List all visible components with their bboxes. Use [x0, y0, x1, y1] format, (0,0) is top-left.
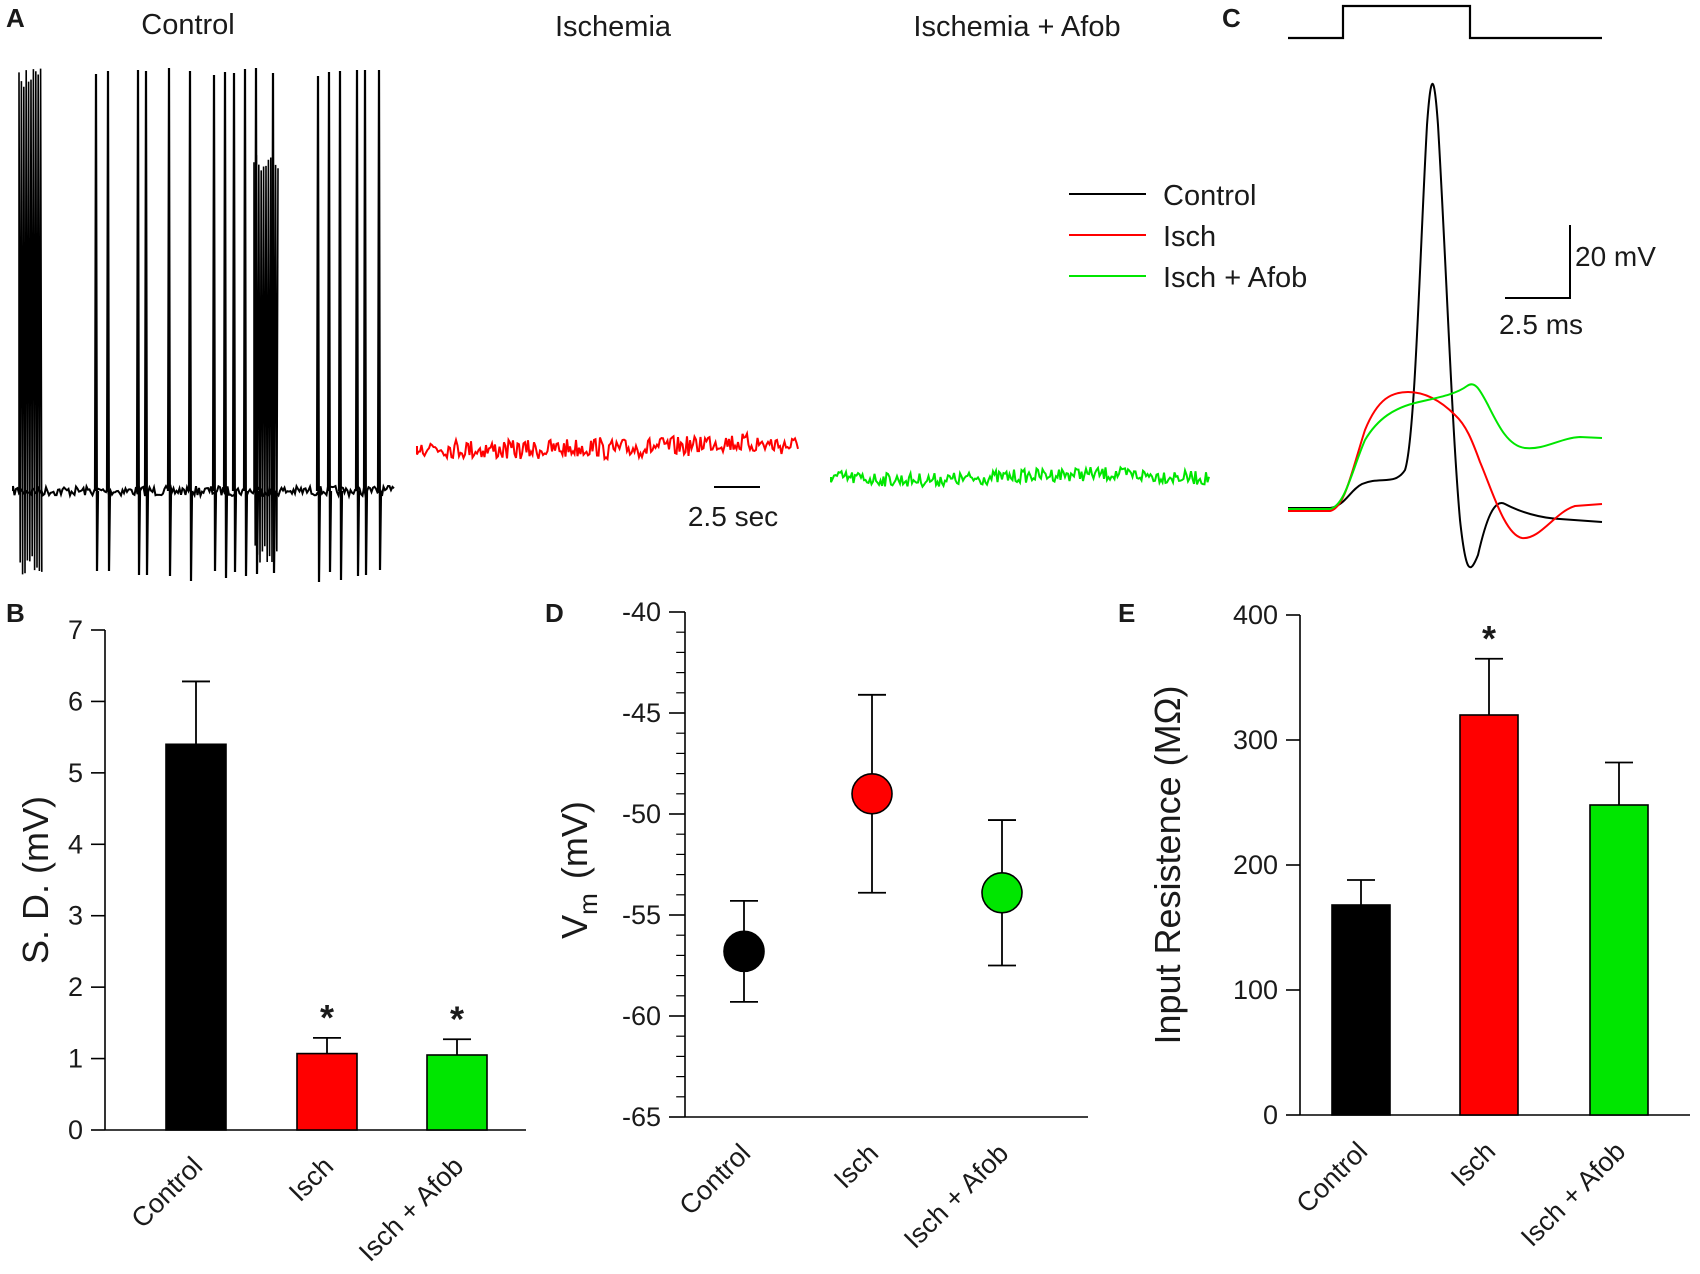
y-tick-label: -50	[622, 799, 661, 829]
x-category-label: Isch + Afob	[1515, 1136, 1631, 1252]
afob-voltage-trace	[830, 465, 1210, 489]
y-tick-label: 200	[1233, 850, 1278, 880]
panel-b: B 0 1 2 3 4 5 6 7 * * Control Isch Isch + Afob S. D. …	[6, 598, 526, 1267]
y-tick-label: 300	[1233, 725, 1278, 755]
panel-a-title-afob: Ischemia + Afob	[913, 11, 1120, 43]
data-point	[851, 772, 893, 815]
ap-time-scale-label: 2.5 ms	[1499, 309, 1583, 340]
sd-bar-chart: 0 1 2 3 4 5 6 7 * * Control Isch Isch + Afob S. D. (m…	[15, 615, 526, 1267]
x-category-label: Isch	[283, 1151, 339, 1207]
bar	[426, 1054, 488, 1131]
panel-a-label: A	[6, 3, 25, 33]
y-tick-label: 400	[1233, 600, 1278, 630]
y-axis-title: Input Resistence (MΩ)	[1147, 685, 1188, 1044]
significance-marker: *	[450, 998, 464, 1039]
control-spike-train	[93, 67, 383, 583]
legend-label-isch: Isch	[1163, 221, 1216, 253]
data-point	[723, 930, 765, 973]
input-resistance-bar-chart: 0 100 200 300 400 * Control Isch Isch + Afob Inpu…	[1147, 600, 1690, 1252]
bar	[1589, 804, 1649, 1116]
panel-d-label: D	[545, 598, 564, 628]
ischemia-action-potential	[1288, 390, 1603, 540]
panel-a-title-control: Control	[141, 9, 235, 41]
legend-label-afob: Isch + Afob	[1163, 262, 1307, 294]
bar	[1331, 904, 1391, 1116]
x-category-label: Isch	[1445, 1136, 1501, 1192]
bar	[296, 1052, 358, 1131]
panel-d: D -40 -45 -50 -55 -60 -65 Control Isch Isch + Af…	[545, 597, 1088, 1254]
panel-c-label: C	[1222, 3, 1241, 33]
y-axis-title-subscript: m	[573, 893, 603, 915]
control-spike-burst	[18, 68, 43, 575]
y-tick-label: 0	[68, 1115, 83, 1145]
voltage-scale-label: 20 mV	[1575, 241, 1656, 272]
y-tick-label: 4	[68, 829, 83, 859]
y-tick-label: 5	[68, 758, 83, 788]
legend-label-control: Control	[1163, 180, 1257, 212]
x-category-label: Control	[125, 1151, 208, 1234]
afob-action-potential	[1288, 383, 1603, 510]
panel-b-label: B	[6, 598, 25, 628]
stimulus-step-trace	[1288, 4, 1602, 40]
y-tick-label: 100	[1233, 975, 1278, 1005]
data-point	[981, 871, 1023, 914]
vm-point-chart: -40 -45 -50 -55 -60 -65 Control Isch Isch + Afob…	[554, 597, 1088, 1254]
x-category-label: Isch + Afob	[353, 1151, 469, 1267]
panel-e: E 0 100 200 300 400 * Control Isch Isch + Afob In…	[1118, 598, 1690, 1252]
y-tick-label: -60	[622, 1001, 661, 1031]
y-tick-label: 7	[68, 615, 83, 645]
panel-a-title-ischemia: Ischemia	[555, 11, 672, 43]
y-tick-label: 0	[1263, 1100, 1278, 1130]
x-category-label: Control	[673, 1138, 756, 1221]
y-axis-title: S. D. (mV)	[15, 796, 56, 964]
y-tick-label: -40	[622, 597, 661, 627]
ischemia-voltage-trace	[416, 429, 799, 462]
y-axis-title-symbol: V	[554, 915, 595, 939]
y-axis-title-unit: (mV)	[554, 801, 595, 879]
voltage-time-scale-bar	[1505, 225, 1571, 299]
y-tick-label: -65	[622, 1102, 661, 1132]
bar	[1459, 714, 1519, 1116]
significance-marker: *	[320, 997, 334, 1038]
bar	[165, 743, 227, 1131]
y-axis-title: Vm (mV)	[554, 801, 603, 939]
x-category-label: Isch	[828, 1138, 884, 1194]
x-category-label: Isch + Afob	[898, 1138, 1014, 1254]
panel-a: A Control Ischemia Ischemia + Afob 2.5 s…	[6, 3, 1210, 583]
significance-marker: *	[1482, 618, 1496, 659]
y-tick-label: 2	[68, 972, 83, 1002]
legend: Control Isch Isch + Afob	[1069, 180, 1307, 294]
y-tick-label: -55	[622, 900, 661, 930]
control-action-potential	[1288, 83, 1603, 569]
y-tick-label: 3	[68, 901, 83, 931]
y-tick-label: 6	[68, 686, 83, 716]
panel-e-label: E	[1118, 598, 1135, 628]
panel-c: C Control Isch Isch + Afob 20 mV 2.5 ms	[1069, 3, 1656, 569]
y-tick-label: -45	[622, 698, 661, 728]
control-voltage-trace	[12, 483, 395, 500]
x-category-label: Control	[1290, 1136, 1373, 1219]
y-tick-label: 1	[68, 1044, 83, 1074]
time-scale-label: 2.5 sec	[688, 501, 778, 532]
control-spike-burst	[253, 155, 279, 563]
